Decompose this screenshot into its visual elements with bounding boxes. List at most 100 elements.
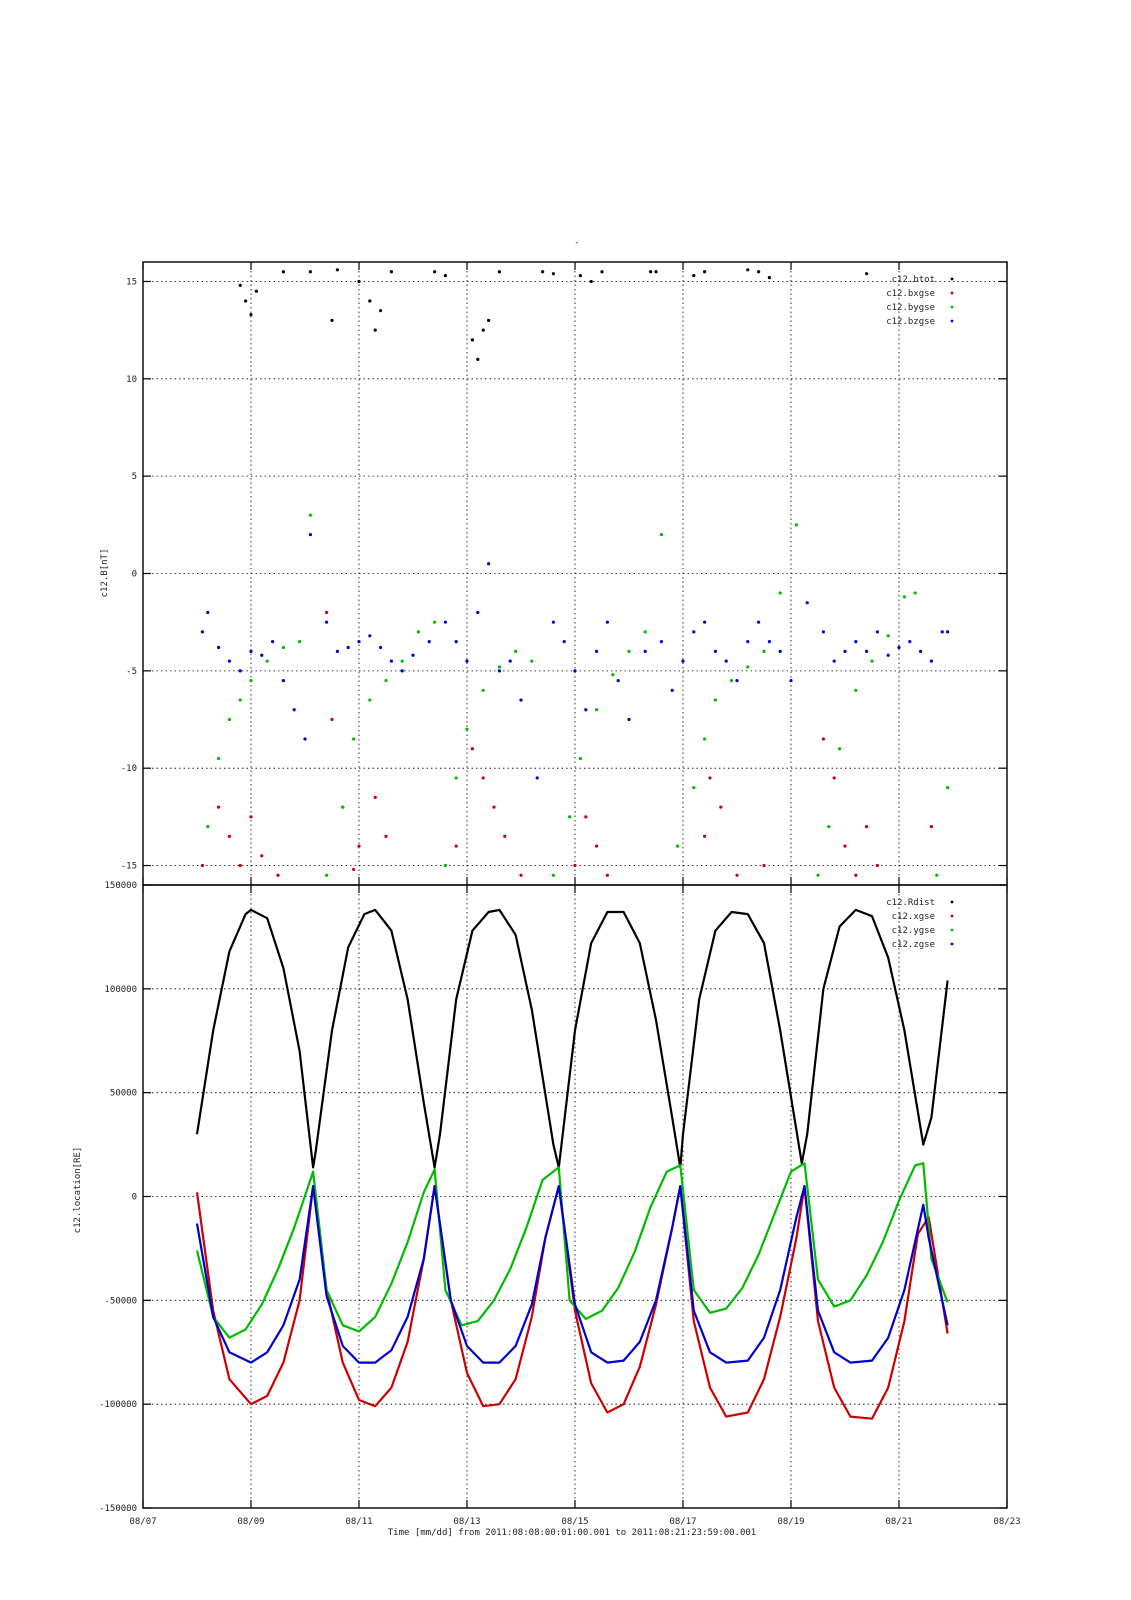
data-point	[384, 678, 388, 683]
data-point	[470, 338, 474, 342]
data-point	[654, 270, 658, 274]
data-point	[605, 620, 610, 624]
data-point	[352, 867, 356, 872]
data-point	[854, 640, 858, 644]
data-point	[254, 289, 258, 293]
data-point	[454, 844, 458, 848]
data-point	[708, 776, 712, 780]
data-point	[249, 312, 253, 317]
data-point	[227, 659, 231, 663]
data-point	[298, 640, 302, 644]
data-point	[649, 270, 653, 274]
legend-label: c12.zgse	[892, 940, 935, 950]
data-point	[217, 756, 221, 761]
data-point	[827, 824, 831, 829]
data-point	[206, 610, 210, 615]
data-point	[325, 873, 329, 877]
data-point	[400, 669, 404, 673]
data-point	[605, 873, 610, 877]
data-point	[913, 591, 917, 595]
data-point	[514, 649, 518, 653]
data-point	[692, 274, 696, 278]
legend-label: c12.bxgse	[886, 289, 935, 299]
data-point	[368, 698, 372, 702]
data-point	[443, 863, 447, 868]
data-point	[535, 776, 539, 780]
data-point	[346, 645, 350, 650]
data-point	[427, 640, 431, 644]
data-point	[308, 532, 312, 537]
panel-data	[200, 268, 950, 877]
data-point	[670, 688, 674, 692]
y-tick-label: 50000	[110, 1089, 137, 1099]
legend-marker	[950, 305, 954, 309]
data-point	[487, 318, 491, 323]
data-point	[919, 649, 923, 653]
y-tick-label: -150000	[99, 1504, 137, 1514]
data-point	[443, 274, 447, 278]
data-point	[217, 805, 221, 809]
legend: c12.Rdist c12.xgse c12.ygse c12.zgse	[886, 898, 954, 950]
data-point	[843, 844, 847, 848]
data-point	[762, 649, 766, 653]
y-tick-label: -100000	[99, 1400, 137, 1410]
x-tick-label: 08/21	[885, 1517, 912, 1527]
legend-label: c12.btot	[892, 275, 935, 285]
legend-marker	[950, 900, 954, 904]
data-point	[703, 737, 707, 741]
figure-caption: -	[574, 238, 579, 248]
data-point	[335, 649, 339, 653]
data-point	[767, 640, 772, 644]
data-point	[206, 824, 210, 829]
data-point	[292, 708, 296, 712]
data-point	[379, 645, 383, 650]
data-point	[249, 678, 253, 683]
y-tick-label: 150000	[104, 881, 137, 891]
data-point	[352, 737, 356, 741]
magnetic-field-panel: -15 -10 -5 0 5 10 15 c12.B[nT] c12.btot c12.bxg…	[100, 261, 1008, 886]
data-point	[908, 640, 912, 644]
data-point	[875, 863, 880, 868]
y-tick-label: -5	[126, 667, 137, 677]
data-point	[805, 601, 809, 605]
data-point	[330, 318, 334, 323]
data-point	[368, 634, 372, 638]
data-point	[735, 678, 739, 683]
y-axis-label: c12.B[nT]	[100, 549, 110, 598]
panel-grid	[143, 262, 1007, 885]
data-point	[400, 659, 404, 663]
data-point	[643, 649, 647, 653]
data-point	[611, 673, 615, 677]
data-point	[929, 659, 934, 663]
data-point	[676, 844, 680, 848]
legend-label: c12.bzgse	[886, 317, 935, 327]
data-point	[389, 270, 393, 274]
data-point	[519, 873, 523, 877]
data-point	[357, 279, 361, 284]
panel-data	[195, 908, 949, 1420]
data-point	[238, 283, 242, 287]
data-point	[902, 595, 907, 599]
y-tick-label: 100000	[104, 985, 137, 995]
data-point	[276, 873, 280, 877]
y-tick-label: 10	[126, 375, 137, 385]
y-tick-label: 15	[126, 277, 137, 287]
data-point	[595, 649, 599, 653]
data-point	[589, 279, 593, 284]
data-point	[551, 873, 556, 877]
data-point	[946, 786, 950, 790]
legend-label: c12.ygse	[892, 926, 935, 936]
data-point	[249, 649, 253, 653]
data-point	[497, 665, 501, 669]
data-point	[600, 270, 604, 274]
data-point	[935, 873, 939, 877]
data-point	[325, 610, 329, 615]
data-point	[578, 274, 583, 278]
data-point	[368, 299, 372, 303]
data-point	[341, 805, 345, 809]
data-point	[946, 630, 950, 634]
x-tick-label: 08/11	[345, 1517, 372, 1527]
data-point	[703, 270, 707, 274]
data-point	[865, 824, 869, 829]
data-point	[929, 824, 934, 829]
